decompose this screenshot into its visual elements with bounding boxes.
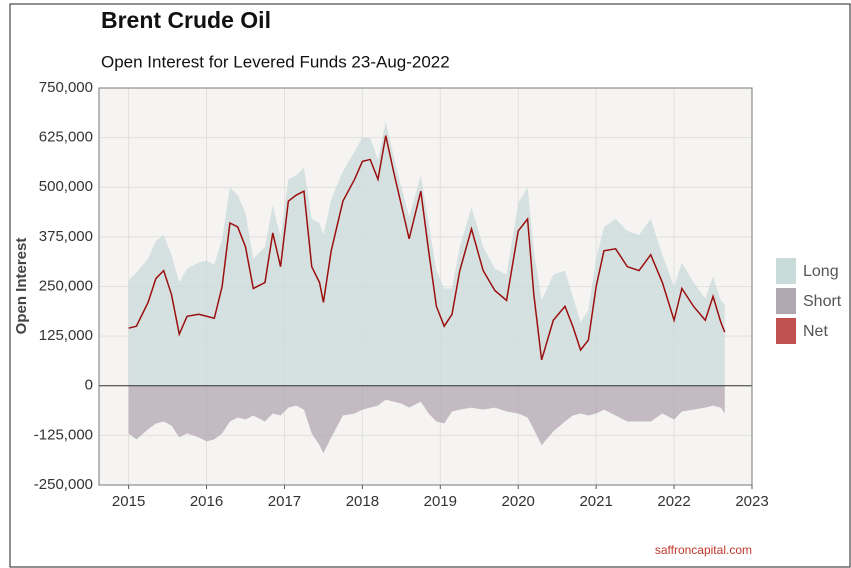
x-tick-label: 2018 <box>346 493 379 510</box>
x-tick-label: 2023 <box>735 493 768 510</box>
x-tick-label: 2022 <box>657 493 690 510</box>
legend-swatch <box>776 258 796 284</box>
legend-swatch <box>776 318 796 344</box>
y-tick-label: 500,000 <box>39 178 93 195</box>
y-tick-label: 0 <box>85 377 93 394</box>
source: saffroncapital.com <box>655 543 752 557</box>
line <box>128 135 726 361</box>
area <box>128 385 725 454</box>
y-tick-label: 125,000 <box>39 327 93 344</box>
x-tick-label: 2016 <box>190 493 223 510</box>
y-tick-label: 625,000 <box>39 129 93 146</box>
y-tick-label: 375,000 <box>39 228 93 245</box>
y-tick-label: -250,000 <box>34 476 93 493</box>
chart-title: Brent Crude Oil <box>101 7 271 33</box>
plot-border <box>98 87 753 486</box>
y-axis-label: Open Interest <box>13 238 30 335</box>
chart-subtitle: Open Interest for Levered Funds 23-Aug-2… <box>101 52 450 71</box>
legend-label: Short <box>803 293 842 310</box>
legend-label: Net <box>803 323 828 340</box>
frame <box>9 3 851 568</box>
x-tick-label: 2021 <box>579 493 612 510</box>
y-tick-label: 250,000 <box>39 277 93 294</box>
legend-label: Long <box>803 263 839 280</box>
y-tick-label: 750,000 <box>39 79 93 96</box>
x-tick-label: 2015 <box>112 493 145 510</box>
x-tick-label: 2020 <box>502 493 535 510</box>
area <box>128 121 725 386</box>
x-tick-label: 2019 <box>424 493 457 510</box>
y-tick-label: -125,000 <box>34 426 93 443</box>
legend-swatch <box>776 288 796 314</box>
x-tick-label: 2017 <box>268 493 301 510</box>
